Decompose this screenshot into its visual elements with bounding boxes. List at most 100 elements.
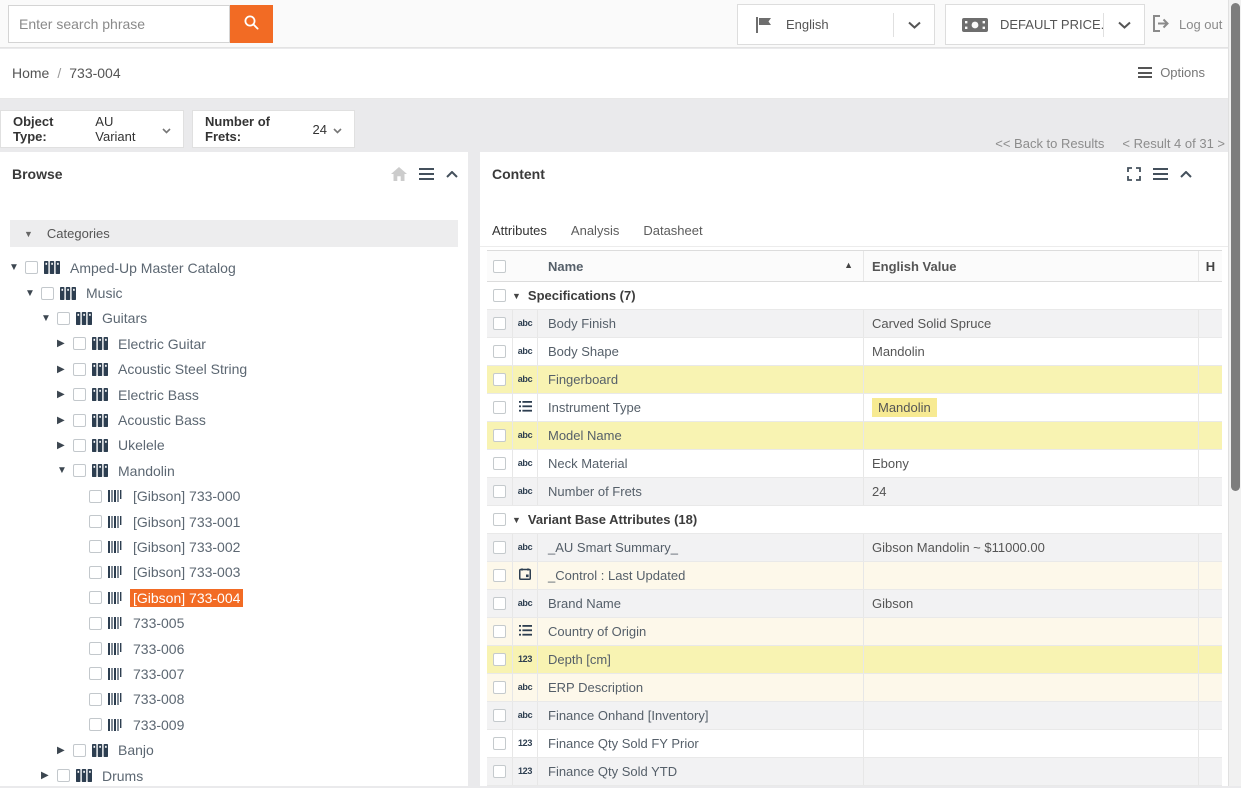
- h-flag-cell[interactable]: [1198, 310, 1222, 337]
- attribute-row-finance-qty-sold-fy-prior[interactable]: 123 Finance Qty Sold FY Prior: [487, 730, 1222, 758]
- tree-node-checkbox[interactable]: [89, 692, 102, 706]
- tree-node-733-007[interactable]: 733-007: [0, 661, 468, 686]
- row-checkbox[interactable]: [493, 597, 506, 610]
- expand-fullscreen-icon[interactable]: [1127, 167, 1141, 181]
- search-button[interactable]: [230, 5, 273, 43]
- row-checkbox[interactable]: [493, 401, 506, 414]
- attribute-value-cell[interactable]: Mandolin: [863, 394, 1198, 421]
- expander-closed-icon[interactable]: ▶: [57, 338, 65, 350]
- back-to-results-link[interactable]: << Back to Results: [995, 136, 1105, 151]
- row-checkbox[interactable]: [493, 681, 506, 694]
- tree-node-banjo[interactable]: ▶ Banjo: [0, 737, 468, 762]
- h-flag-cell[interactable]: [1198, 646, 1222, 673]
- attribute-value-cell[interactable]: [863, 562, 1198, 589]
- attribute-value-cell[interactable]: [863, 702, 1198, 729]
- attribute-row-instrument-type[interactable]: Instrument Type Mandolin: [487, 394, 1222, 422]
- expander-closed-icon[interactable]: ▶: [57, 389, 65, 401]
- column-header-english-value[interactable]: English Value: [863, 251, 1198, 281]
- h-flag-cell[interactable]: [1198, 590, 1222, 617]
- group-row-variant-base-attributes-18[interactable]: ▼ Variant Base Attributes (18): [487, 506, 1222, 534]
- collapse-panel-icon[interactable]: [1180, 170, 1192, 178]
- h-flag-cell[interactable]: [1198, 450, 1222, 477]
- attribute-value-cell[interactable]: Gibson: [863, 590, 1198, 617]
- filter-number-of-frets[interactable]: Number of Frets: 24: [192, 110, 355, 148]
- expander-closed-icon[interactable]: ▶: [57, 439, 65, 451]
- attribute-row-control-last-updated[interactable]: _Control : Last Updated: [487, 562, 1222, 590]
- row-checkbox[interactable]: [493, 625, 506, 638]
- expander-open-icon[interactable]: ▼: [9, 262, 19, 274]
- tree-node-checkbox[interactable]: [89, 591, 102, 605]
- attribute-value-cell[interactable]: [863, 674, 1198, 701]
- attribute-value-cell[interactable]: 24: [863, 478, 1198, 505]
- tree-node-checkbox[interactable]: [89, 667, 102, 681]
- attribute-value-cell[interactable]: [863, 758, 1198, 785]
- row-checkbox[interactable]: [493, 541, 506, 554]
- row-checkbox[interactable]: [493, 485, 506, 498]
- collapse-panel-icon[interactable]: [446, 170, 458, 178]
- row-checkbox[interactable]: [493, 569, 506, 582]
- h-flag-cell[interactable]: [1198, 702, 1222, 729]
- tree-node-checkbox[interactable]: [41, 286, 54, 300]
- attribute-row-brand-name[interactable]: abc Brand Name Gibson: [487, 590, 1222, 618]
- h-flag-cell[interactable]: [1198, 562, 1222, 589]
- row-checkbox[interactable]: [493, 709, 506, 722]
- panel-menu-icon[interactable]: [1153, 168, 1168, 180]
- tree-node-checkbox[interactable]: [57, 769, 70, 782]
- row-checkbox[interactable]: [493, 737, 506, 750]
- tree-node-checkbox[interactable]: [73, 438, 86, 452]
- attribute-row-finance-qty-sold-ytd[interactable]: 123 Finance Qty Sold YTD: [487, 758, 1222, 786]
- h-flag-cell[interactable]: [1198, 422, 1222, 449]
- tree-node-mandolin[interactable]: ▼ Mandolin: [0, 458, 468, 483]
- expander-closed-icon[interactable]: ▶: [57, 414, 65, 426]
- expander-closed-icon[interactable]: ▶: [41, 770, 49, 781]
- scrollbar-thumb[interactable]: [1231, 3, 1240, 491]
- expander-open-icon[interactable]: ▼: [57, 465, 67, 477]
- attribute-row-body-finish[interactable]: abc Body Finish Carved Solid Spruce: [487, 310, 1222, 338]
- tree-node-checkbox[interactable]: [89, 489, 102, 503]
- categories-section-header[interactable]: ▼ Categories: [10, 220, 458, 247]
- column-header-name[interactable]: Name ▲: [548, 258, 853, 274]
- breadcrumb-home[interactable]: Home: [12, 65, 50, 81]
- tree-node-checkbox[interactable]: [73, 413, 86, 427]
- attribute-value-cell[interactable]: Gibson Mandolin ~ $11000.00: [863, 534, 1198, 561]
- attribute-row-erp-description[interactable]: abc ERP Description: [487, 674, 1222, 702]
- language-selector[interactable]: English: [737, 4, 935, 45]
- attribute-value-cell[interactable]: Ebony: [863, 450, 1198, 477]
- row-checkbox[interactable]: [493, 317, 506, 330]
- attribute-value-cell[interactable]: [863, 730, 1198, 757]
- attribute-row-body-shape[interactable]: abc Body Shape Mandolin: [487, 338, 1222, 366]
- tree-node-checkbox[interactable]: [57, 311, 70, 325]
- select-all-checkbox[interactable]: [493, 259, 506, 273]
- h-flag-cell[interactable]: [1198, 478, 1222, 505]
- price-list-selector[interactable]: DEFAULT PRICE...: [945, 4, 1145, 45]
- tree-node-checkbox[interactable]: [89, 565, 102, 579]
- group-checkbox[interactable]: [493, 289, 506, 302]
- h-flag-cell[interactable]: [1198, 730, 1222, 757]
- tree-node-acoustic-steel-string[interactable]: ▶ Acoustic Steel String: [0, 357, 468, 382]
- row-checkbox[interactable]: [493, 765, 506, 778]
- expander-closed-icon[interactable]: ▶: [57, 744, 65, 756]
- tree-node-electric-bass[interactable]: ▶ Electric Bass: [0, 382, 468, 407]
- chevron-down-icon[interactable]: [1104, 21, 1144, 29]
- tree-node-checkbox[interactable]: [89, 642, 102, 656]
- attribute-row-finance-onhand-inventory[interactable]: abc Finance Onhand [Inventory]: [487, 702, 1222, 730]
- tree-node-gibson-733-001[interactable]: [Gibson] 733-001: [0, 509, 468, 534]
- tree-node-gibson-733-000[interactable]: [Gibson] 733-000: [0, 484, 468, 509]
- attribute-row-country-of-origin[interactable]: Country of Origin: [487, 618, 1222, 646]
- tree-node-music[interactable]: ▼ Music: [0, 280, 468, 305]
- attribute-row-au-smart-summary[interactable]: abc _AU Smart Summary_ Gibson Mandolin ~ $…: [487, 534, 1222, 562]
- attribute-row-model-name[interactable]: abc Model Name: [487, 422, 1222, 450]
- tree-node-733-008[interactable]: 733-008: [0, 687, 468, 712]
- attribute-value-cell[interactable]: [863, 618, 1198, 645]
- chevron-down-icon[interactable]: [894, 21, 934, 29]
- panel-menu-icon[interactable]: [419, 168, 434, 180]
- options-button[interactable]: Options: [1138, 65, 1205, 80]
- group-expander-icon[interactable]: ▼: [512, 290, 521, 301]
- tree-node-checkbox[interactable]: [89, 540, 102, 554]
- h-flag-cell[interactable]: [1198, 366, 1222, 393]
- attribute-row-neck-material[interactable]: abc Neck Material Ebony: [487, 450, 1222, 478]
- tree-node-checkbox[interactable]: [73, 337, 86, 351]
- h-flag-cell[interactable]: [1198, 338, 1222, 365]
- filter-object-type[interactable]: Object Type: AU Variant: [0, 110, 184, 148]
- search-input[interactable]: [8, 5, 230, 43]
